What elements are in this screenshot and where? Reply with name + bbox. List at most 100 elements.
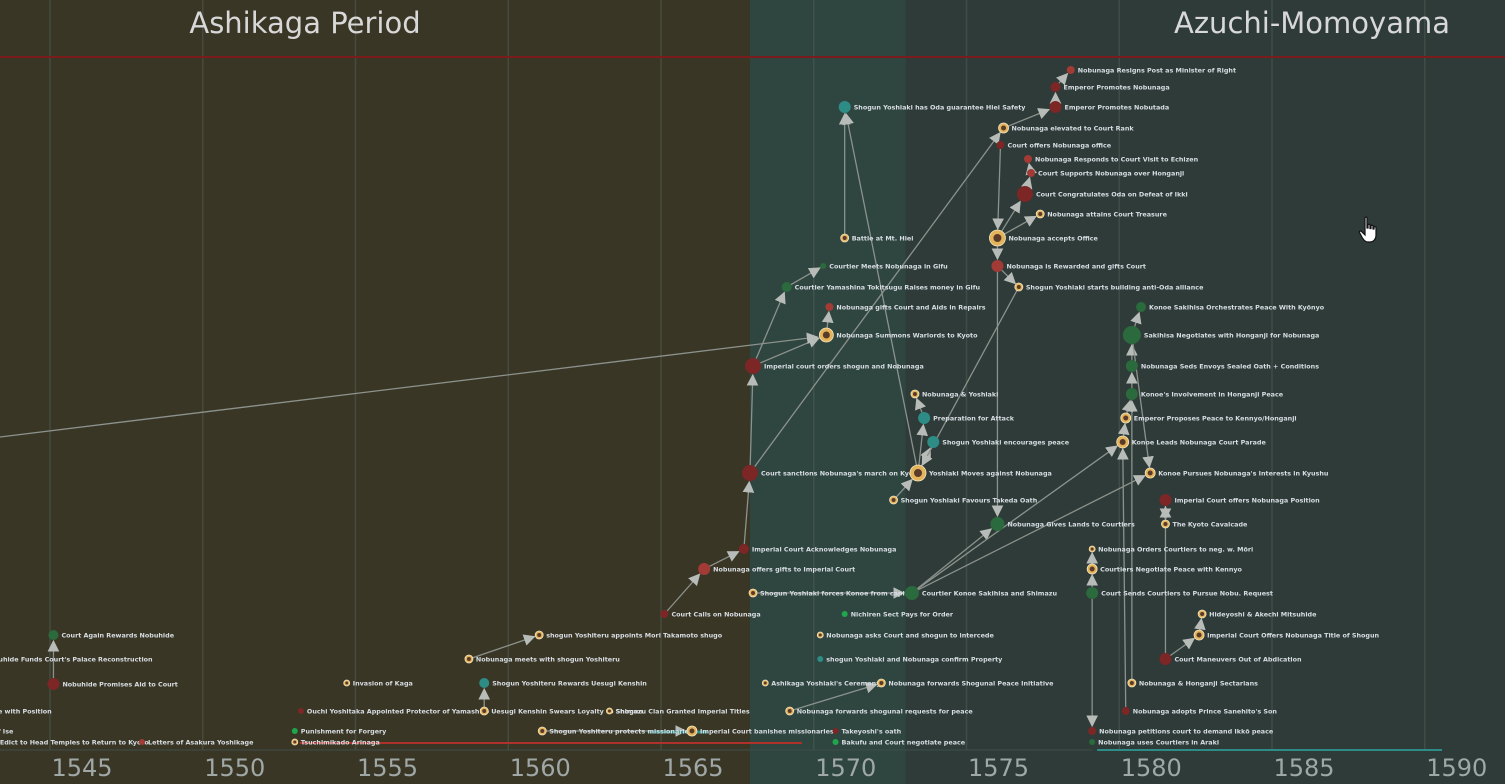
event-node[interactable]: Tsuchimikado Arinaga bbox=[291, 738, 380, 746]
event-node[interactable]: Nobuhide with Position bbox=[0, 707, 52, 715]
event-label: Courtier Meets Nobunaga in Gifu bbox=[829, 262, 948, 270]
event-node[interactable]: Nobunaga & Yoshiaki bbox=[910, 389, 998, 399]
event-label: Nobunaga asks Court and shogun to interc… bbox=[826, 631, 994, 639]
event-node[interactable]: Imperial court orders shogun and Nobunag… bbox=[745, 358, 924, 374]
event-node[interactable]: Nobunaga is Rewarded and gifts Court bbox=[991, 260, 1146, 272]
event-node[interactable]: Nobunaga gifts Court and Aids in Repairs bbox=[825, 303, 986, 311]
event-node[interactable]: Court Supports Nobunaga over Honganji bbox=[1027, 169, 1184, 177]
event-dot bbox=[1125, 388, 1138, 400]
event-node[interactable]: Courtier Meets Nobunaga in Gifu bbox=[820, 262, 948, 270]
event-node[interactable]: Nobunaga uses Courtiers in Araki bbox=[1089, 738, 1219, 746]
event-node[interactable]: Nobunaga offers gifts to Imperial Court bbox=[698, 563, 855, 575]
event-node[interactable]: Court Again Rewards Nobuhide bbox=[48, 630, 175, 640]
event-node[interactable]: Nobunaga Responds to Court Visit to Echi… bbox=[1023, 155, 1199, 163]
event-node[interactable]: Shogun Yoshiaki forces Konoe from capita… bbox=[748, 588, 914, 598]
event-label: Emperor Promotes Nobutada bbox=[1064, 103, 1169, 111]
event-node[interactable]: Shrine of Ise bbox=[0, 727, 14, 735]
event-node[interactable]: Nobunaga adopts Prince Sanehito's Son bbox=[1121, 707, 1278, 715]
event-node[interactable]: Courtier Konoe Sakihisa and Shimazu bbox=[904, 586, 1058, 600]
event-portrait-center bbox=[822, 331, 830, 339]
event-node[interactable]: The Kyoto Cavalcade bbox=[1161, 519, 1248, 529]
era-label: Azuchi-Momoyama bbox=[1174, 6, 1450, 40]
event-portrait-center bbox=[466, 657, 471, 661]
event-node[interactable]: Ashikaga Yoshiaki's Ceremony bbox=[761, 679, 881, 687]
event-dot bbox=[1122, 326, 1141, 344]
event-label: Nobunaga adopts Prince Sanehito's Son bbox=[1133, 707, 1278, 715]
event-node[interactable]: Courtiers Negotiate Peace with Kennyo bbox=[1086, 563, 1243, 575]
event-label: Imperial Court Acknowledges Nobunaga bbox=[752, 545, 897, 553]
event-node[interactable]: Konoe's Involvement in Honganji Peace bbox=[1125, 388, 1284, 400]
event-node[interactable]: Shogun Yoshiteru Rewards Uesugi Kenshin bbox=[479, 678, 647, 688]
event-node[interactable]: Nobuhide Promises Aid to Court bbox=[47, 678, 178, 690]
event-node[interactable]: shogun Yoshiteru appoints Mori Takamoto … bbox=[534, 630, 723, 640]
event-node[interactable]: Bakufu and Court negotiate peace bbox=[832, 738, 966, 746]
event-node[interactable]: Shogun Yoshiaki Favours Takeda Oath bbox=[889, 495, 1038, 505]
event-node[interactable]: Punishment for Forgery bbox=[291, 727, 387, 735]
event-node[interactable]: Emperor Proposes Peace to Kennyo/Honganj… bbox=[1120, 412, 1297, 424]
event-node[interactable]: Nobunaga meets with shogun Yoshiteru bbox=[464, 654, 620, 664]
event-node[interactable]: Konoe Pursues Nobunaga's Interests in Ky… bbox=[1144, 467, 1329, 479]
event-node[interactable]: Nobunaga Summons Warlords to Kyoto bbox=[818, 327, 978, 343]
event-link bbox=[1056, 72, 1069, 86]
event-node[interactable]: Sakihisa Negotiates with Honganji for No… bbox=[1122, 326, 1319, 344]
event-node[interactable]: Ouchi Yoshitaka Appointed Protector of Y… bbox=[297, 707, 490, 715]
event-node[interactable]: Court offers Nobunaga office bbox=[996, 141, 1112, 149]
era-band bbox=[1086, 0, 1505, 784]
event-node[interactable]: Court sanctions Nobunaga's march on Kyot… bbox=[741, 465, 921, 481]
event-node[interactable]: Nobunaga elevated to Court Rank bbox=[998, 122, 1135, 134]
event-node[interactable]: Imperial Court Acknowledges Nobunaga bbox=[738, 544, 897, 554]
event-node[interactable]: Nobunaga forwards Shogunal Peace Initiat… bbox=[876, 678, 1054, 688]
event-node[interactable]: Konoe Leads Nobunaga Court Parade bbox=[1116, 435, 1267, 449]
event-link bbox=[916, 528, 993, 590]
event-node[interactable]: Court Congratulates Oda on Defeat of Ikk… bbox=[1016, 186, 1188, 202]
event-node[interactable]: Shogun Yoshiaki starts building anti-Oda… bbox=[1014, 282, 1204, 292]
event-node[interactable]: Shogun Yoshiaki encourages peace bbox=[927, 436, 1070, 448]
event-node[interactable]: Emperor Promotes Nobutada bbox=[1049, 101, 1169, 113]
event-node[interactable]: Nobunaga Gives Lands to Courtiers bbox=[990, 517, 1135, 531]
event-node[interactable]: Nobunaga petitions court to demand Ikkō … bbox=[1088, 727, 1274, 735]
event-node[interactable]: Letters of Asakura Yoshikage bbox=[139, 738, 254, 746]
event-node[interactable]: Courtier Yamashina Tokitsugu Raises mone… bbox=[781, 282, 981, 292]
event-node[interactable]: Nobunaga asks Court and shogun to interc… bbox=[816, 631, 995, 639]
event-node[interactable]: Imperial Court banishes missionaries bbox=[686, 725, 834, 737]
event-node[interactable]: Battle at Mt. Hiei bbox=[840, 233, 914, 243]
event-node[interactable]: Nobunaga Seds Envoys Sealed Oath + Condi… bbox=[1125, 360, 1319, 372]
event-node[interactable]: Imperial Court Offers Nobunaga Title of … bbox=[1193, 629, 1380, 641]
event-label: Shogun Yoshiteru protects missionaries bbox=[549, 727, 693, 735]
event-node[interactable]: Invasion of Kaga bbox=[343, 679, 413, 687]
event-node[interactable]: Nobunaga Orders Courtiers to neg. w. Mōr… bbox=[1088, 545, 1253, 553]
event-node[interactable]: Court Calls on Nobunaga bbox=[660, 610, 761, 618]
event-node[interactable]: Shogun Yoshiaki has Oda guarantee Hiei S… bbox=[838, 101, 1027, 113]
event-node[interactable]: Uesugi Kenshin Swears Loyalty to Shogun bbox=[479, 706, 643, 716]
event-node[interactable]: Preparation for Attack bbox=[918, 412, 1015, 424]
event-node[interactable]: Nobunaga Resigns Post as Minister of Rig… bbox=[1066, 66, 1236, 74]
event-node[interactable]: Nobunaga accepts Office bbox=[989, 229, 1099, 247]
event-node[interactable]: Imperial Edict to Head Temples to Return… bbox=[0, 738, 149, 746]
event-node[interactable]: Court Maneuvers Out of Abdication bbox=[1159, 653, 1302, 665]
event-node[interactable]: Nichiren Sect Pays for Order bbox=[841, 610, 954, 618]
event-nodes[interactable]: Court Again Rewards Nobuhide Nobuhide Fun… bbox=[0, 66, 1380, 746]
event-label: Konoe's Involvement in Honganji Peace bbox=[1141, 390, 1284, 398]
event-node[interactable]: Court Sends Courtiers to Pursue Nobu. Re… bbox=[1086, 587, 1273, 599]
event-node[interactable]: Nobunaga forwards shogunal requests for … bbox=[785, 706, 974, 716]
event-dot bbox=[1159, 653, 1172, 665]
event-label: Punishment for Forgery bbox=[301, 727, 387, 735]
event-node[interactable]: Shimazu Clan Granted Imperial Titles bbox=[606, 707, 750, 715]
event-node[interactable]: Nobuhide Funds Court's Palace Reconstruc… bbox=[0, 655, 153, 663]
event-node[interactable]: Imperial Court offers Nobunaga Position bbox=[1159, 494, 1320, 506]
era-band bbox=[905, 0, 1087, 784]
event-dot bbox=[1086, 587, 1099, 599]
event-node[interactable]: Shogun Yoshiteru protects missionaries bbox=[537, 726, 693, 736]
event-node[interactable]: Konoe Sakihisa Orchestrates Peace With K… bbox=[1136, 302, 1325, 312]
event-node[interactable]: Nobunaga attains Court Treasure bbox=[1035, 209, 1168, 219]
event-node[interactable]: Nobunaga & Honganji Sectarians bbox=[1127, 678, 1258, 688]
event-node[interactable]: Emperor Promotes Nobunaga bbox=[1050, 82, 1170, 92]
event-node[interactable]: shogun Yoshiaki and Nobunaga confirm Pro… bbox=[817, 655, 1003, 663]
event-node[interactable]: Takeyoshi's oath bbox=[832, 727, 902, 735]
event-node[interactable]: Yoshiaki Moves against Nobunaga bbox=[909, 464, 1052, 482]
event-portrait-center bbox=[914, 469, 923, 477]
event-label: Nobunaga & Yoshiaki bbox=[922, 390, 998, 398]
event-node[interactable]: Hideyoshi & Akechi Mitsuhide bbox=[1197, 609, 1317, 619]
